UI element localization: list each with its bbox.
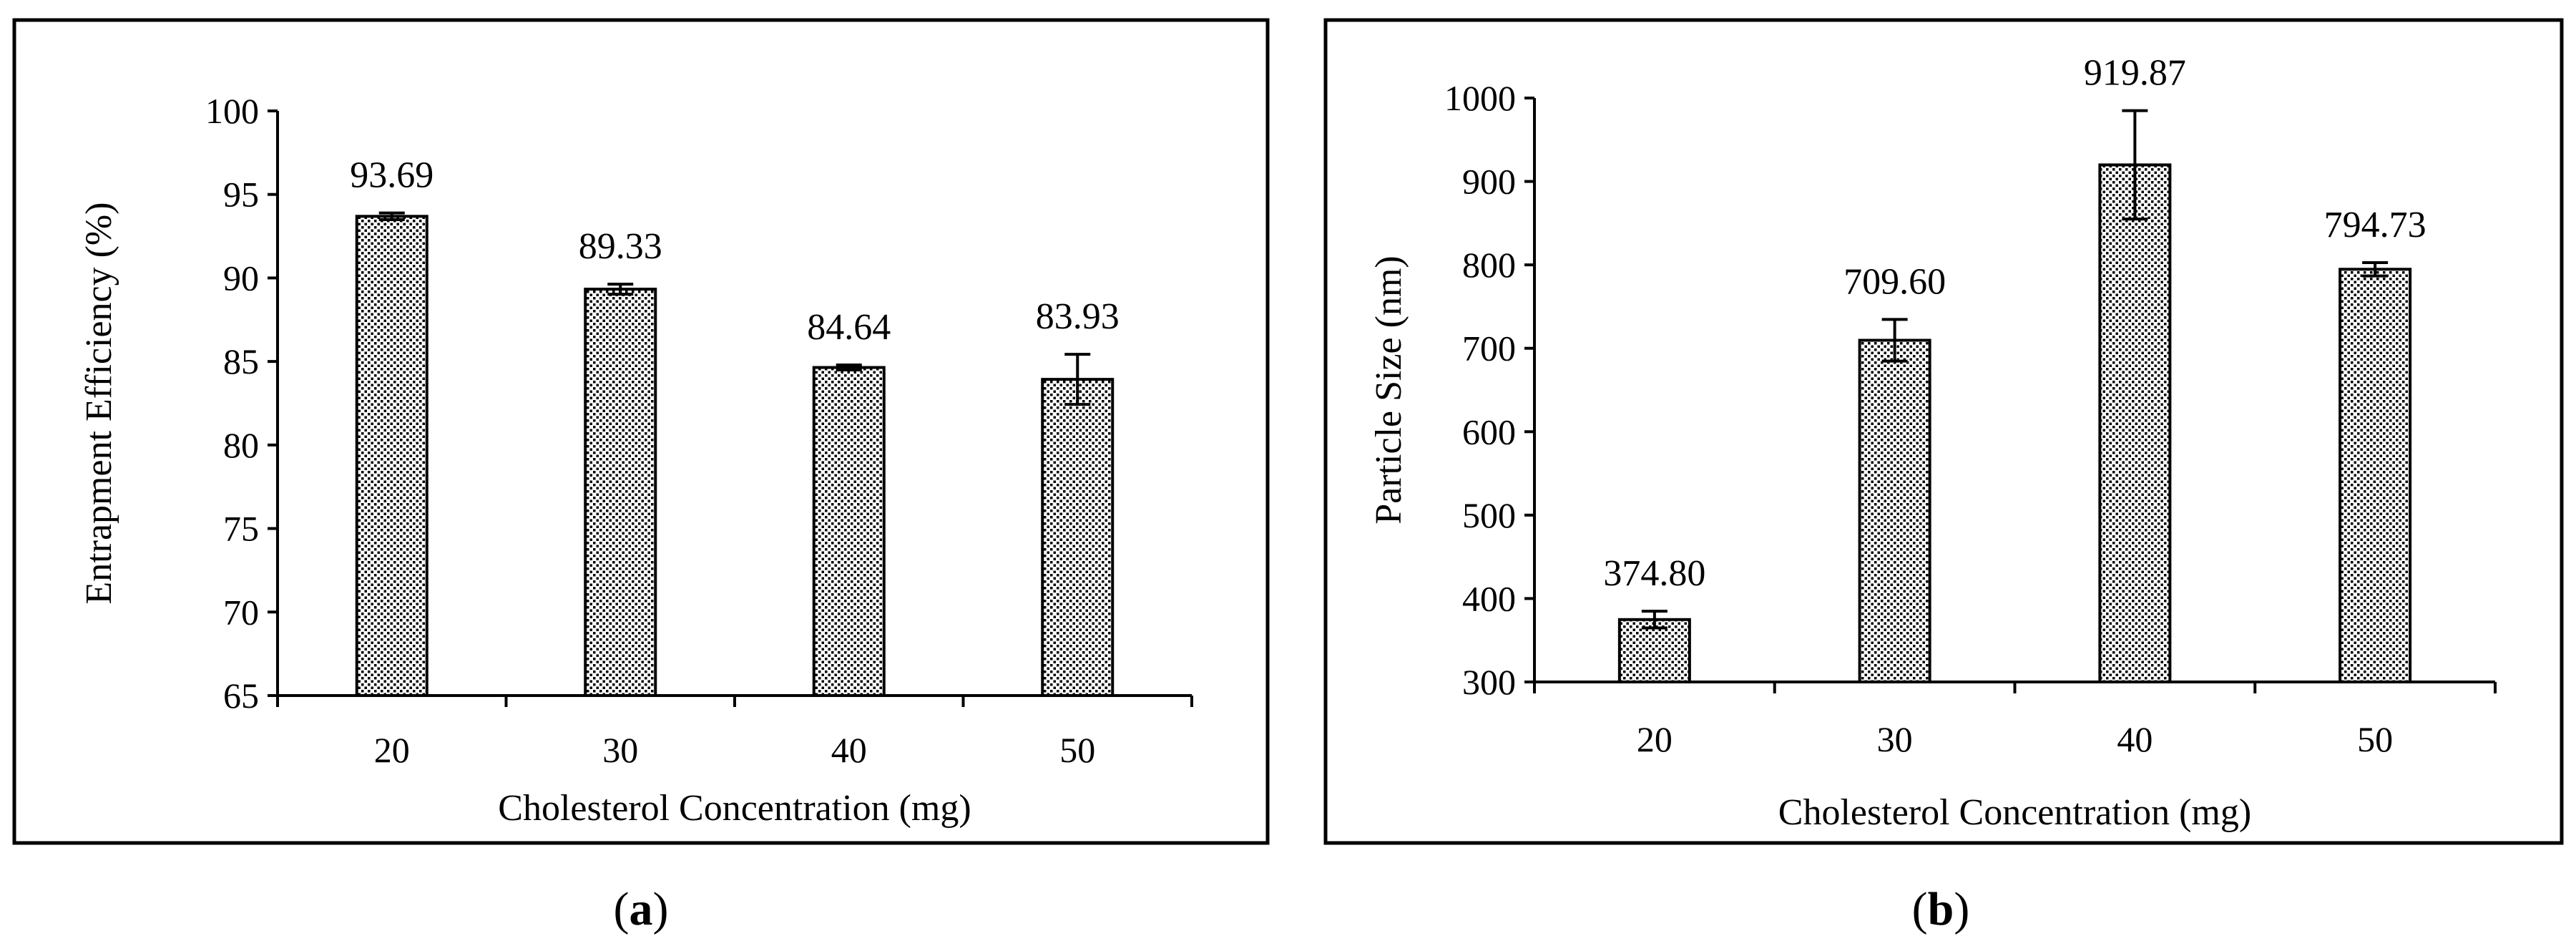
error-bar-b-20	[1641, 610, 1667, 630]
chart-frame-b	[1323, 18, 2564, 845]
y-axis-title-a: Entrapment Efficiency (%)	[79, 202, 119, 604]
error-bar-b-40	[2122, 109, 2148, 221]
data-label-a-40: 84.64	[807, 307, 891, 348]
chart-frame-a	[12, 18, 1270, 845]
panel-label-a: (a)	[614, 883, 669, 935]
x-tick-label-b-20: 20	[1637, 719, 1673, 759]
error-bar-a-50	[1064, 353, 1091, 406]
panel-b: 300 400 500 600 700 800 900 1000 374.80 20 709.60 3…	[1323, 18, 2564, 935]
y-tick-label-a: 85	[223, 341, 259, 381]
y-tick-label-a: 70	[223, 592, 259, 632]
y-tick-label-b: 700	[1462, 328, 1516, 369]
x-tick-label-a-30: 30	[602, 730, 638, 770]
bar-a-20	[355, 215, 428, 697]
y-tick-label-b: 1000	[1444, 78, 1516, 118]
error-bar-a-30	[607, 283, 634, 296]
y-tick-label-b: 500	[1462, 495, 1516, 535]
y-tick-label-b: 400	[1462, 578, 1516, 618]
bar-a-50	[1041, 378, 1115, 697]
data-label-b-30: 709.60	[1843, 261, 1946, 302]
x-tick-label-a-20: 20	[374, 730, 410, 770]
panel-label-b: (b)	[1912, 883, 1970, 935]
x-tick-label-b-40: 40	[2117, 719, 2153, 759]
plot-area-a: 65 70 75 80 85 90 95 100 93.69 20 89.33 30 84.64 40 83…	[79, 91, 1193, 829]
x-tick-label-a-40: 40	[831, 730, 867, 770]
y-tick-label-a: 80	[223, 425, 259, 465]
x-axis-title-a: Cholesterol Concentration (mg)	[498, 788, 971, 829]
y-tick-label-a: 90	[223, 258, 259, 298]
bar-b-30	[1858, 338, 1931, 683]
data-label-b-20: 374.80	[1603, 553, 1705, 594]
error-bar-b-50	[2362, 260, 2389, 278]
x-axis-title-b: Cholesterol Concentration (mg)	[1778, 792, 2251, 833]
bar-a-30	[584, 288, 657, 697]
error-bar-b-30	[1881, 318, 1908, 363]
plot-area-b: 300 400 500 600 700 800 900 1000 374.80 20 709.60 3…	[1368, 53, 2497, 833]
y-tick-label-a: 65	[223, 676, 259, 716]
bar-b-50	[2339, 268, 2412, 683]
error-bar-a-40	[836, 364, 862, 372]
data-label-a-30: 89.33	[579, 226, 662, 267]
bar-b-20	[1617, 618, 1691, 683]
y-tick-label-a: 95	[223, 175, 259, 215]
data-label-b-50: 794.73	[2324, 205, 2426, 245]
x-tick-label-b-30: 30	[1877, 719, 1913, 759]
bar-a-40	[812, 366, 886, 697]
data-label-b-40: 919.87	[2084, 53, 2186, 94]
x-tick-label-b-50: 50	[2357, 719, 2393, 759]
error-bar-a-20	[378, 211, 405, 221]
y-axis-title-b: Particle Size (nm)	[1368, 255, 1409, 524]
panel-a: 65 70 75 80 85 90 95 100 93.69 20 89.33 30 84.64 40 83…	[12, 18, 1270, 935]
y-tick-label-b: 600	[1462, 411, 1516, 452]
data-label-a-50: 83.93	[1036, 296, 1120, 337]
data-label-a-20: 93.69	[350, 155, 434, 196]
y-tick-label-b: 800	[1462, 245, 1516, 285]
y-tick-label-b: 300	[1462, 662, 1516, 702]
x-tick-label-a-50: 50	[1059, 730, 1095, 770]
y-tick-label-a: 100	[205, 91, 259, 131]
y-tick-label-b: 900	[1462, 162, 1516, 202]
y-tick-label-a: 75	[223, 509, 259, 549]
bar-b-40	[2098, 163, 2172, 683]
